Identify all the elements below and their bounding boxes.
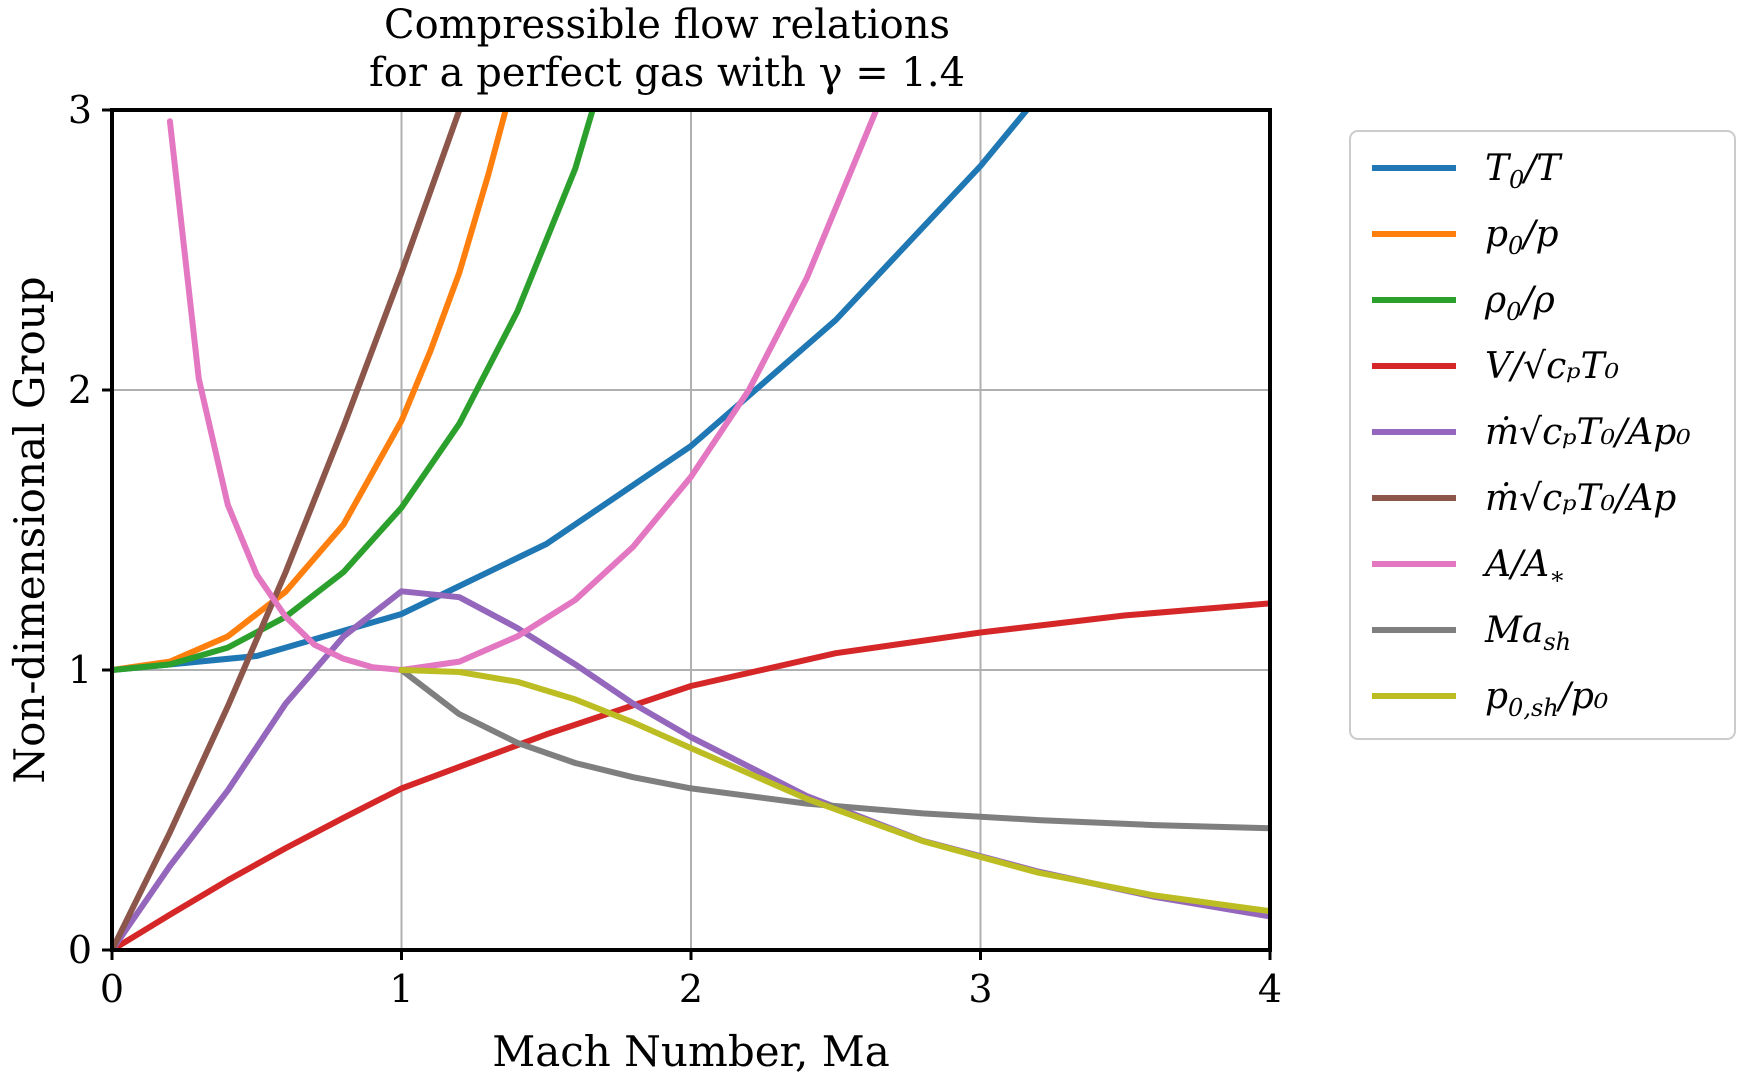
chart-title: Compressible flow relations for a perfec… (369, 2, 965, 96)
legend-label-1: p0/p (1485, 214, 1559, 260)
legend-label-6: A/A∗ (1482, 544, 1565, 590)
x-tick-label-1: 1 (389, 967, 413, 1011)
x-tick-label-3: 3 (968, 967, 992, 1011)
y-tick-label-1: 1 (68, 648, 92, 692)
chart-title-line-1: Compressible flow relations (384, 2, 950, 48)
legend-label-8: p0,sh/p₀ (1485, 676, 1608, 722)
x-tick-label-4: 4 (1258, 967, 1282, 1011)
x-axis-label: Mach Number, Ma (492, 1027, 890, 1076)
x-tick-label-0: 0 (100, 967, 124, 1011)
y-tick-label-2: 2 (68, 368, 92, 412)
chart-title-line-2: for a perfect gas with γ = 1.4 (369, 50, 965, 96)
series-line-5 (112, 110, 463, 950)
series-line-1 (112, 110, 509, 673)
legend-label-0: T0/T (1485, 148, 1563, 194)
series-group (112, 110, 1270, 950)
legend-box (1349, 130, 1736, 740)
x-tick-label-2: 2 (679, 967, 703, 1011)
series-line-0 (112, 110, 1030, 673)
series-line-8 (398, 667, 1270, 915)
legend-label-4: ṁ√cₚT₀/Ap₀ (1485, 412, 1691, 453)
y-tick-label-0: 0 (68, 928, 92, 972)
y-tick-label-3: 3 (68, 88, 92, 132)
series-line-7 (398, 667, 1270, 832)
legend: T0/T p0/p ρ0/ρ V/√cₚT₀ ṁ√cₚT₀/Ap₀ ṁ√cₚT₀/Ap A/… (1349, 130, 1736, 740)
legend-label-3: V/√cₚT₀ (1485, 346, 1619, 387)
ticks: 0 1 2 3 4 0 1 2 3 (68, 88, 1282, 1011)
legend-label-7: Mash (1484, 610, 1571, 656)
series-line-3 (112, 600, 1270, 950)
legend-label-2: ρ0/ρ (1484, 280, 1555, 326)
legend-label-5: ṁ√cₚT₀/Ap (1485, 478, 1676, 519)
y-axis-label: Non-dimensional Group (5, 276, 54, 783)
series-line-2 (112, 110, 596, 673)
